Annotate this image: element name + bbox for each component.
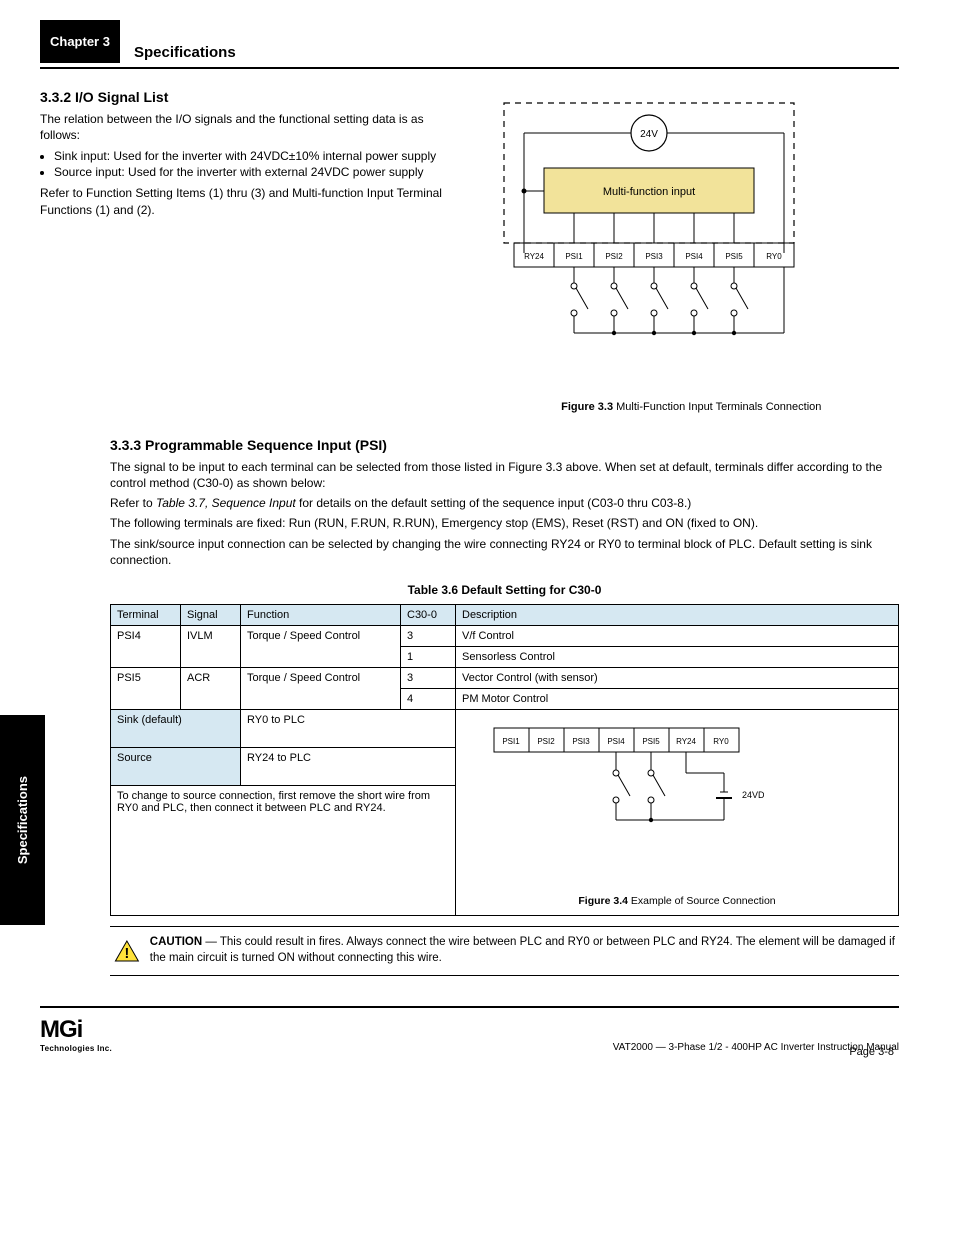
- cell-c30-3a: 3: [401, 626, 456, 647]
- svg-text:PSI4: PSI4: [685, 252, 703, 261]
- figure-3-4-cell: PSI1 PSI2 PSI3 PSI4 PSI5 RY24 RY0: [456, 710, 899, 916]
- fig34-title: Figure 3.4: [578, 895, 628, 907]
- chapter-label: Chapter 3: [50, 34, 110, 49]
- brand-logo: MGi Technologies Inc.: [40, 1016, 112, 1053]
- svg-text:PSI1: PSI1: [502, 737, 520, 746]
- fig34-text: Example of Source Connection: [631, 895, 776, 907]
- cell-psi4: PSI4: [111, 626, 181, 668]
- caution-block: ! CAUTION — This could result in fires. …: [110, 926, 899, 976]
- section-3-3-2-note: Refer to Function Setting Items (1) thru…: [40, 185, 456, 217]
- section-3-3-3-p4: The sink/source input connection can be …: [110, 536, 899, 568]
- section-3-3-2-intro: The relation between the I/O signals and…: [40, 111, 456, 143]
- row-sink-label: Sink (default): [111, 710, 241, 748]
- io-bullet-list: Sink input: Used for the inverter with 2…: [54, 149, 456, 179]
- brand-top: MGi: [40, 1016, 112, 1044]
- warning-icon: !: [114, 935, 140, 967]
- page-number: Page 3-8: [849, 1046, 894, 1058]
- th-c30: C30-0: [401, 605, 456, 626]
- svg-text:PSI5: PSI5: [642, 737, 660, 746]
- cell-c30-1: 1: [401, 647, 456, 668]
- section-3-3-3-p3: The following terminals are fixed: Run (…: [110, 515, 899, 531]
- bullet-source: Source input: Used for the inverter with…: [54, 165, 456, 179]
- table-3-6-title: Table 3.6 Default Setting for C30-0: [110, 582, 899, 598]
- chapter-title: Specifications: [134, 44, 236, 63]
- figure-3-3-caption: Figure 3.3 Multi-Function Input Terminal…: [484, 400, 900, 415]
- svg-text:PSI1: PSI1: [565, 252, 583, 261]
- row-source-val: RY24 to PLC: [241, 748, 456, 786]
- svg-text:PSI3: PSI3: [645, 252, 663, 261]
- chapter-label-box: Chapter 3: [40, 20, 120, 63]
- svg-text:PSI5: PSI5: [725, 252, 743, 261]
- svg-text:RY24: RY24: [676, 737, 696, 746]
- page-header: Chapter 3 Specifications: [40, 20, 899, 69]
- row-bottom-text: To change to source connection, first re…: [111, 786, 456, 916]
- section-3-3-2-heading: 3.3.2 I/O Signal List: [40, 89, 456, 105]
- th-signal: Signal: [181, 605, 241, 626]
- cell-c30-4: 4: [401, 689, 456, 710]
- cell-ivlm: IVLM: [181, 626, 241, 668]
- cell-vector: Vector Control (with sensor): [456, 668, 899, 689]
- caution-text: CAUTION — This could result in fires. Al…: [150, 935, 895, 966]
- th-desc: Description: [456, 605, 899, 626]
- svg-text:RY0: RY0: [766, 252, 782, 261]
- fig33-text: Multi-Function Input Terminals Connectio…: [616, 401, 821, 413]
- side-tab: Specifications: [0, 715, 45, 925]
- caution-body: This could result in fires. Always conne…: [150, 936, 895, 964]
- svg-text:PSI3: PSI3: [572, 737, 590, 746]
- cell-func1: Torque / Speed Control: [241, 626, 401, 668]
- figure-3-4-caption: Figure 3.4 Example of Source Connection: [464, 895, 890, 907]
- svg-text:24VDC: 24VDC: [742, 790, 764, 800]
- bullet-sink: Sink input: Used for the inverter with 2…: [54, 149, 456, 163]
- cell-pm: PM Motor Control: [456, 689, 899, 710]
- th-function: Function: [241, 605, 401, 626]
- fig33-title: Figure 3.3: [561, 401, 613, 413]
- th-terminal: Terminal: [111, 605, 181, 626]
- section-3-3-3-p1: The signal to be input to each terminal …: [110, 459, 899, 491]
- figure-3-4-diagram: PSI1 PSI2 PSI3 PSI4 PSI5 RY24 RY0: [464, 718, 764, 888]
- side-tab-label: Specifications: [15, 776, 30, 864]
- cell-psi5: PSI5: [111, 668, 181, 710]
- svg-text:PSI2: PSI2: [605, 252, 623, 261]
- row-source-label: Source: [111, 748, 241, 786]
- cell-func2: Torque / Speed Control: [241, 668, 401, 710]
- cell-vf: V/f Control: [456, 626, 899, 647]
- svg-text:RY0: RY0: [713, 737, 729, 746]
- svg-text:!: !: [125, 946, 130, 962]
- section-3-3-3-heading: 3.3.3 Programmable Sequence Input (PSI): [110, 437, 899, 453]
- caution-bold: CAUTION: [150, 936, 202, 948]
- brand-sub: Technologies Inc.: [40, 1044, 112, 1053]
- row-sink-val: RY0 to PLC: [241, 710, 456, 748]
- svg-text:PSI4: PSI4: [607, 737, 625, 746]
- table-3-6: Terminal Signal Function C30-0 Descripti…: [110, 604, 899, 916]
- figure-3-3-diagram: 24V Multi-function input: [484, 93, 900, 415]
- svg-text:Multi-function input: Multi-function input: [602, 186, 694, 198]
- cell-sensorless: Sensorless Control: [456, 647, 899, 668]
- cell-acr: ACR: [181, 668, 241, 710]
- cell-c30-3b: 3: [401, 668, 456, 689]
- psu-label: 24V: [640, 129, 658, 140]
- svg-text:PSI2: PSI2: [537, 737, 555, 746]
- section-3-3-3-p2: Refer to Table 3.7, Sequence Input for d…: [110, 495, 899, 511]
- svg-text:RY24: RY24: [524, 252, 544, 261]
- page-footer: MGi Technologies Inc. VAT2000 — 3-Phase …: [40, 1006, 899, 1053]
